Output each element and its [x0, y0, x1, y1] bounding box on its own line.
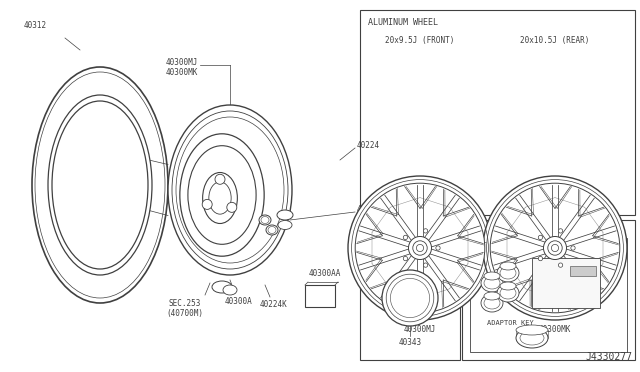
Circle shape — [552, 244, 559, 251]
Circle shape — [403, 256, 408, 261]
Text: 40300MK: 40300MK — [539, 325, 571, 334]
Ellipse shape — [215, 174, 225, 184]
Text: ORNAMENT: ORNAMENT — [365, 226, 402, 235]
Text: 20x10.5J (REAR): 20x10.5J (REAR) — [520, 36, 589, 45]
Circle shape — [355, 183, 485, 313]
Ellipse shape — [259, 215, 271, 225]
Ellipse shape — [516, 328, 548, 348]
Ellipse shape — [516, 325, 548, 335]
Ellipse shape — [203, 173, 237, 224]
Text: NUT LOCK: NUT LOCK — [474, 242, 508, 248]
Text: J4330277: J4330277 — [585, 352, 632, 362]
Circle shape — [538, 256, 543, 261]
Circle shape — [408, 237, 431, 260]
Ellipse shape — [481, 274, 503, 292]
Ellipse shape — [168, 105, 292, 275]
Text: 40312: 40312 — [24, 21, 47, 30]
Bar — [570, 266, 596, 276]
Ellipse shape — [278, 221, 292, 230]
Circle shape — [548, 241, 562, 255]
Circle shape — [490, 183, 620, 313]
Circle shape — [543, 237, 566, 260]
Circle shape — [348, 176, 492, 320]
Circle shape — [424, 263, 428, 267]
Ellipse shape — [481, 294, 503, 312]
Text: CARD KEY CODE: CARD KEY CODE — [532, 242, 588, 248]
Text: 40224: 40224 — [357, 141, 380, 150]
Bar — [360, 220, 460, 360]
Ellipse shape — [266, 225, 278, 235]
Ellipse shape — [497, 264, 519, 282]
Text: 40224K: 40224K — [534, 197, 562, 206]
Ellipse shape — [484, 272, 500, 280]
Circle shape — [382, 270, 438, 326]
Ellipse shape — [212, 281, 232, 293]
Circle shape — [538, 235, 543, 240]
Bar — [462, 220, 635, 360]
Bar — [305, 285, 335, 307]
Text: 40300AA: 40300AA — [309, 269, 341, 278]
Ellipse shape — [223, 285, 237, 295]
Ellipse shape — [188, 146, 256, 244]
Circle shape — [483, 176, 627, 320]
Ellipse shape — [202, 199, 212, 209]
Circle shape — [559, 229, 563, 233]
Bar — [532, 258, 600, 308]
Ellipse shape — [52, 101, 148, 269]
Ellipse shape — [500, 282, 516, 290]
Text: 40224K: 40224K — [260, 300, 288, 309]
Text: 40343: 40343 — [357, 205, 380, 214]
Text: 40300MJ
40300MK: 40300MJ 40300MK — [166, 58, 198, 77]
Circle shape — [417, 244, 424, 251]
Ellipse shape — [497, 284, 519, 302]
Text: 40300A: 40300A — [225, 297, 253, 306]
Text: ADAPTOR KEY: ADAPTOR KEY — [486, 320, 533, 326]
Bar — [360, 10, 635, 215]
Text: SEC.253
(40700M): SEC.253 (40700M) — [166, 299, 204, 318]
Text: ALUMINUM WHEEL: ALUMINUM WHEEL — [368, 18, 438, 27]
Ellipse shape — [180, 134, 264, 256]
Ellipse shape — [277, 210, 293, 220]
Ellipse shape — [227, 202, 237, 212]
Ellipse shape — [209, 182, 231, 214]
Circle shape — [413, 241, 428, 255]
Circle shape — [436, 246, 440, 250]
Circle shape — [424, 229, 428, 233]
Text: NISSAN: NISSAN — [534, 261, 551, 266]
Text: 40343: 40343 — [399, 338, 422, 347]
Text: NISSAN: NISSAN — [400, 295, 420, 301]
Ellipse shape — [500, 262, 516, 270]
Ellipse shape — [32, 67, 168, 303]
Circle shape — [403, 235, 408, 240]
Circle shape — [559, 263, 563, 267]
Circle shape — [571, 246, 575, 250]
Ellipse shape — [48, 95, 152, 275]
Bar — [470, 238, 627, 352]
Text: 40300MJ: 40300MJ — [404, 325, 436, 334]
Ellipse shape — [484, 292, 500, 300]
Text: 20x9.5J (FRONT): 20x9.5J (FRONT) — [385, 36, 454, 45]
